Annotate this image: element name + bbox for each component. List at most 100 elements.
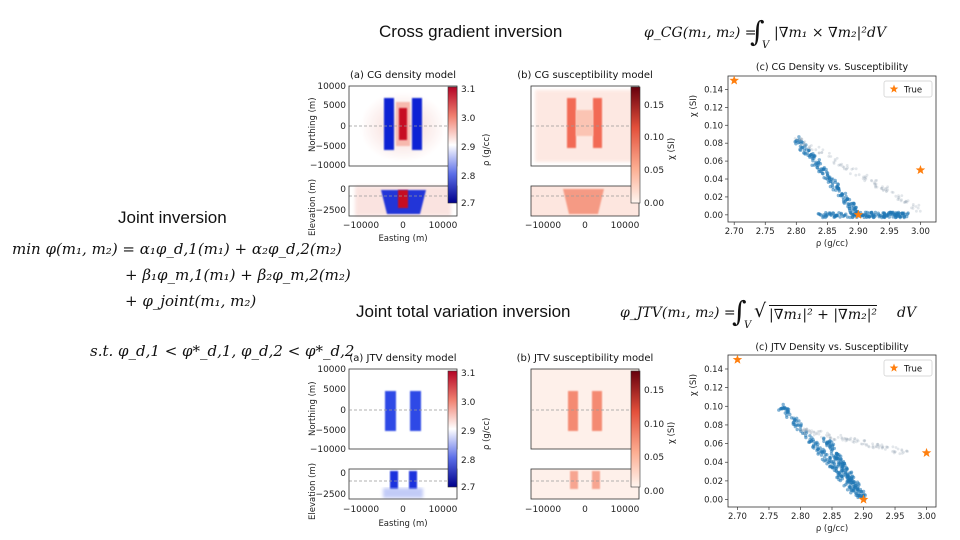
scatter-point: [897, 194, 900, 198]
scatter-point: [900, 198, 903, 202]
scatter-point: [862, 439, 866, 442]
scatter-point: [795, 419, 799, 423]
cg-heading: Cross gradient inversion: [379, 22, 563, 41]
scatter-point: [827, 155, 831, 158]
x-tick-label: 2.70: [728, 512, 747, 522]
scatter-point: [875, 185, 879, 189]
scatter-point: [830, 183, 834, 187]
scatter-point: [874, 445, 878, 449]
scatter-point: [840, 436, 844, 440]
scatter-point: [826, 435, 829, 438]
cg-formula-lhs: φ_CG(m₁, m₂) =: [644, 25, 757, 41]
scatter-point: [803, 432, 807, 435]
svg-text:5000: 5000: [323, 101, 346, 111]
jtv-formula-lhs: φ_JTV(m₁, m₂) =: [620, 305, 736, 321]
scatter-point: [874, 445, 878, 448]
scatter-point: [885, 213, 889, 218]
y-axis-label: χ (SI): [689, 95, 699, 117]
scatter-point: [814, 441, 818, 445]
scatter-point: [847, 437, 851, 441]
scatter-point: [815, 432, 819, 436]
scatter-point: [832, 437, 836, 441]
true-marker-star: [921, 447, 932, 457]
scatter-point: [820, 457, 825, 462]
scatter-point: [876, 444, 880, 448]
scatter-point: [820, 435, 823, 439]
scatter-point: [816, 452, 820, 456]
scatter-point: [845, 437, 849, 441]
scatter-point: [846, 166, 849, 170]
scatter-point: [840, 477, 844, 481]
scatter-point: [849, 480, 853, 485]
scatter-point: [795, 427, 799, 432]
scatter-point: [839, 433, 843, 437]
svg-text:2.7: 2.7: [461, 483, 475, 493]
scatter-point: [842, 167, 846, 171]
scatter-point: [850, 474, 855, 478]
scatter-point: [852, 489, 856, 493]
svg-text:−10000: −10000: [310, 445, 346, 455]
scatter-point: [880, 445, 884, 449]
scatter-point: [845, 164, 849, 167]
true-marker-star: [732, 354, 743, 364]
svg-text:−10000: −10000: [343, 505, 379, 515]
scatter-point: [865, 173, 869, 177]
scatter-point: [803, 151, 807, 155]
svg-text:−2500: −2500: [316, 206, 347, 216]
scatter-point: [875, 179, 878, 182]
scatter-point: [821, 148, 825, 152]
x-axis-label: ρ (g/cc): [816, 524, 848, 534]
scatter-point: [832, 162, 836, 165]
scatter-point: [819, 429, 823, 433]
scatter-point: [897, 197, 901, 201]
svg-text:10000: 10000: [611, 505, 640, 515]
scatter-point: [864, 443, 868, 447]
scatter-point: [887, 215, 891, 219]
scatter-point: [822, 176, 826, 180]
scatter-point: [885, 187, 889, 190]
scatter-point: [844, 212, 848, 216]
svg-text:5000: 5000: [323, 385, 346, 395]
scatter-point: [874, 179, 877, 183]
panel-title: (a) CG density model: [350, 70, 456, 81]
svg-text:0: 0: [340, 406, 346, 416]
scatter-point: [806, 430, 809, 433]
scatter-point: [837, 454, 841, 458]
legend-box: [883, 359, 933, 377]
legend-box: [883, 80, 933, 98]
cg-formula-integrand: |∇m₁ × ∇m₂|²dV: [774, 25, 887, 41]
scatter-point: [832, 160, 836, 164]
scatter-point: [852, 204, 856, 208]
scatter-point: [871, 444, 875, 448]
scatter-point: [842, 461, 847, 466]
scatter-point: [886, 188, 890, 192]
scatter-point: [831, 188, 835, 192]
svg-text:0: 0: [340, 469, 346, 479]
scatter-point: [854, 483, 858, 487]
scatter-point: [862, 175, 865, 179]
svg-text:0.05: 0.05: [644, 166, 664, 176]
scatter-point: [814, 148, 818, 152]
scatter-point: [830, 448, 834, 452]
jtv-density-panel: (a) JTV density model 10000 5000 0 −5000…: [308, 353, 492, 529]
true-marker-star: [853, 209, 864, 219]
scatter-point: [906, 450, 909, 453]
svg-text:0: 0: [582, 505, 588, 515]
scatter-point: [867, 445, 871, 449]
jtv-heading: Joint total variation inversion: [356, 302, 571, 321]
svg-text:Northing (m): Northing (m): [308, 381, 318, 436]
scatter-point: [896, 198, 900, 202]
scatter-point: [837, 477, 841, 482]
svg-text:2.7: 2.7: [461, 199, 475, 209]
scatter-point: [845, 437, 849, 441]
scatter-point: [837, 163, 841, 167]
scatter-point: [799, 143, 803, 147]
scatter-point: [807, 429, 811, 433]
x-tick-label: 2.85: [823, 512, 842, 522]
objective-line-2: + β₁φ_m,1(m₁) + β₂φ_m,2(m₂): [125, 266, 351, 284]
scatter-point: [848, 486, 853, 490]
scatter-point: [803, 140, 807, 143]
scatter-point: [814, 162, 818, 166]
scatter-point: [803, 428, 807, 432]
scatter-point: [795, 138, 799, 142]
